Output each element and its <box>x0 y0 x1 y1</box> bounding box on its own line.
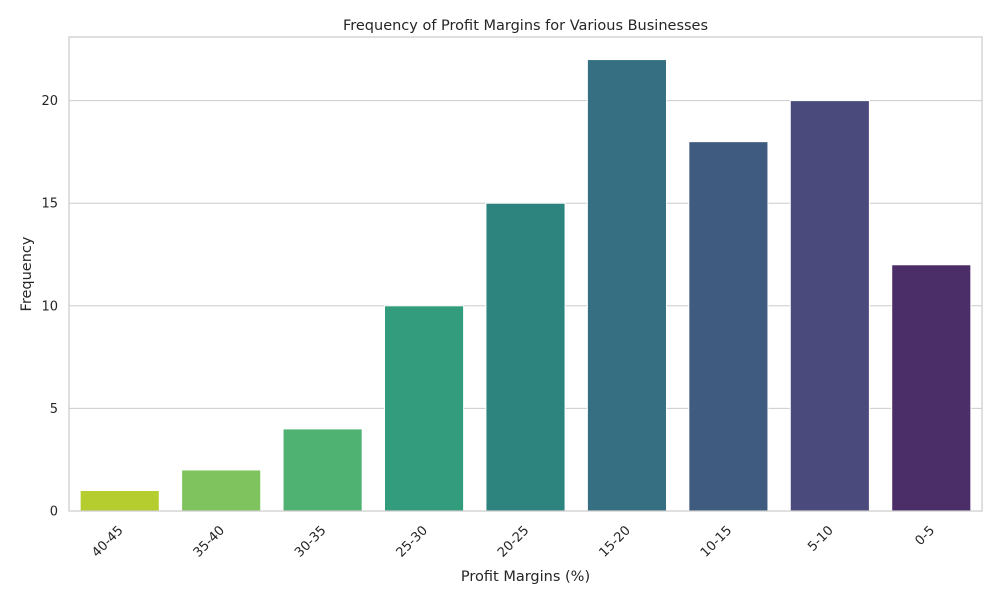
bar-15-20 <box>586 59 668 512</box>
plot-frame <box>68 36 983 512</box>
bar-20-25 <box>485 202 566 512</box>
y-tick-label: 20 <box>41 94 58 109</box>
bar-25-30 <box>383 305 465 512</box>
x-tick-label: 40-45 <box>89 523 126 560</box>
x-tick-label: 25-30 <box>394 523 431 560</box>
x-tick-label: 5-10 <box>805 523 836 554</box>
x-tick-label: 20-25 <box>495 523 532 560</box>
bar-5-10 <box>789 100 870 512</box>
bar-30-35 <box>282 428 363 512</box>
bar-10-15 <box>688 141 769 512</box>
x-tick-label: 15-20 <box>596 523 633 560</box>
bar-40-45 <box>79 489 160 512</box>
x-tick-label: 35-40 <box>191 523 228 560</box>
y-tick-label: 5 <box>50 402 58 417</box>
bars <box>79 59 972 512</box>
y-axis-ticks: 0 5 10 15 20 <box>41 94 58 519</box>
y-tick-label: 10 <box>41 299 58 314</box>
x-axis-label: Profit Margins (%) <box>461 569 590 585</box>
bar-0-5 <box>891 264 972 512</box>
chart-title: Frequency of Profit Margins for Various … <box>343 18 708 34</box>
bar-35-40 <box>181 469 262 512</box>
y-tick-label: 0 <box>50 505 58 520</box>
x-tick-label: 0-5 <box>912 523 938 549</box>
x-tick-label: 30-35 <box>292 523 329 560</box>
y-axis-label: Frequency <box>19 236 35 311</box>
x-axis-ticks: 40-45 35-40 30-35 25-30 20-25 15-20 10-15 5-10 0… <box>89 523 938 560</box>
y-tick-label: 15 <box>41 197 58 212</box>
x-tick-label: 10-15 <box>698 523 735 560</box>
